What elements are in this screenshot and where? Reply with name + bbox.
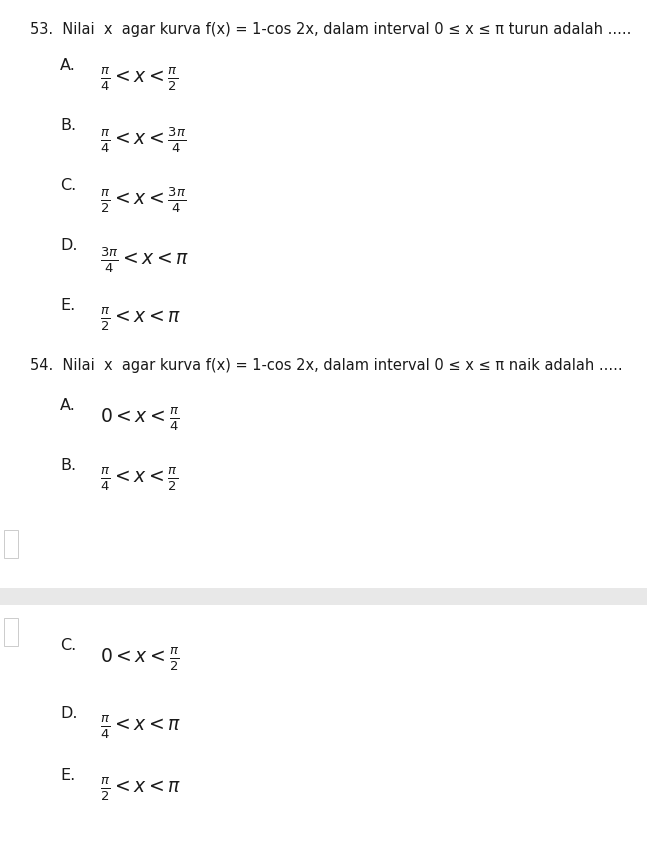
Text: D.: D. [60, 238, 78, 253]
Bar [0, 588, 647, 605]
Text: $0 < x < \frac{\pi}{4}$: $0 < x < \frac{\pi}{4}$ [100, 406, 179, 433]
Text: $\frac{\pi}{2} < x < \frac{3\pi}{4}$: $\frac{\pi}{2} < x < \frac{3\pi}{4}$ [100, 186, 186, 215]
Text: $\frac{\pi}{4} < x < \pi$: $\frac{\pi}{4} < x < \pi$ [100, 714, 181, 741]
FancyBboxPatch shape [4, 530, 18, 558]
Text: A.: A. [60, 398, 76, 413]
Text: $\frac{\pi}{4} < x < \frac{\pi}{2}$: $\frac{\pi}{4} < x < \frac{\pi}{2}$ [100, 66, 178, 93]
Text: $\frac{\pi}{4} < x < \frac{\pi}{2}$: $\frac{\pi}{4} < x < \frac{\pi}{2}$ [100, 466, 178, 494]
Bar [0, 605, 647, 848]
Text: B.: B. [60, 118, 76, 133]
Text: E.: E. [60, 768, 75, 783]
Text: 54.  Nilai  x  agar kurva f(x) = 1-cos 2x, dalam interval 0 ≤ x ≤ π naik adalah : 54. Nilai x agar kurva f(x) = 1-cos 2x, … [30, 358, 622, 373]
Text: C.: C. [60, 638, 76, 653]
Text: $\frac{\pi}{2} < x < \pi$: $\frac{\pi}{2} < x < \pi$ [100, 776, 181, 803]
Text: B.: B. [60, 458, 76, 473]
Text: 53.  Nilai  x  agar kurva f(x) = 1-cos 2x, dalam interval 0 ≤ x ≤ π turun adalah: 53. Nilai x agar kurva f(x) = 1-cos 2x, … [30, 22, 631, 37]
Text: A.: A. [60, 58, 76, 73]
FancyBboxPatch shape [4, 618, 18, 646]
Text: $0 < x < \frac{\pi}{2}$: $0 < x < \frac{\pi}{2}$ [100, 646, 179, 673]
Text: C.: C. [60, 178, 76, 193]
Text: D.: D. [60, 706, 78, 721]
Text: $\frac{3\pi}{4} < x < \pi$: $\frac{3\pi}{4} < x < \pi$ [100, 246, 190, 276]
Text: $\frac{\pi}{4} < x < \frac{3\pi}{4}$: $\frac{\pi}{4} < x < \frac{3\pi}{4}$ [100, 126, 186, 155]
Text: $\frac{\pi}{2} < x < \pi$: $\frac{\pi}{2} < x < \pi$ [100, 306, 181, 333]
Text: E.: E. [60, 298, 75, 313]
